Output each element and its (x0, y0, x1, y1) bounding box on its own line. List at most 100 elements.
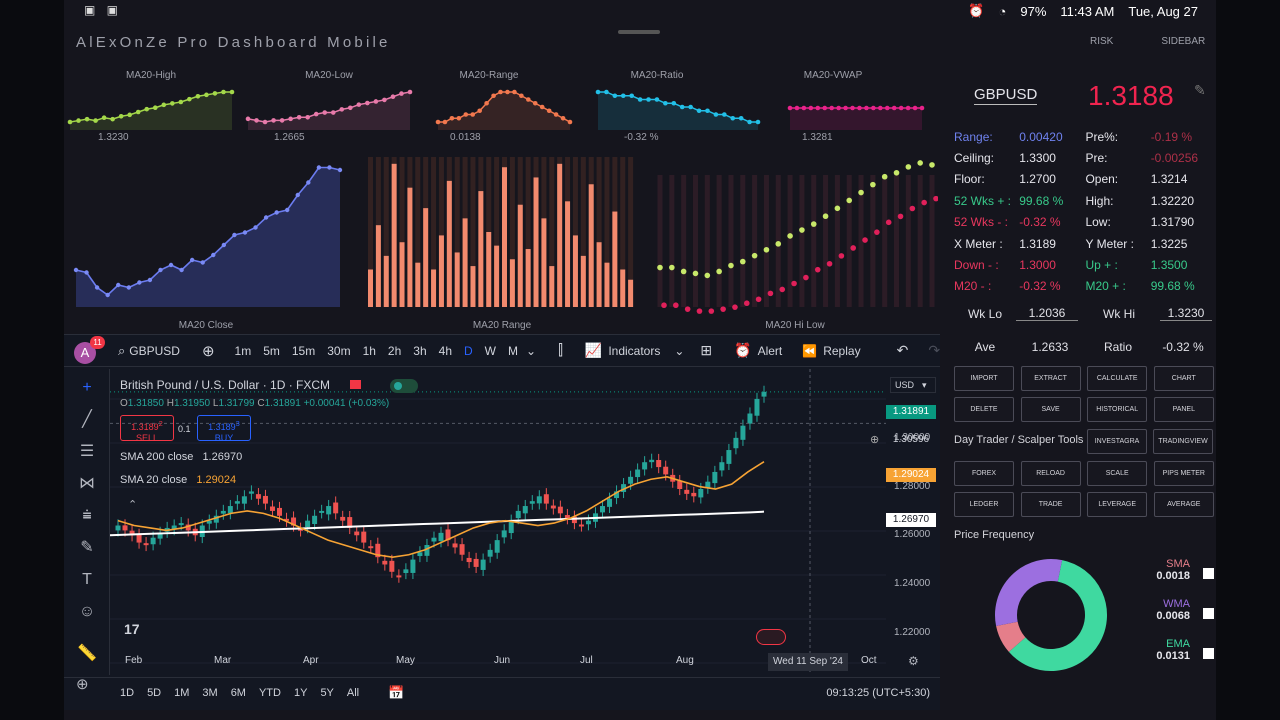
search-icon[interactable]: ⌕ (117, 342, 126, 358)
import-button[interactable]: IMPORT (954, 366, 1014, 391)
close-point (285, 207, 290, 213)
spark-point (919, 105, 925, 111)
range-5Y[interactable]: 5Y (320, 686, 334, 699)
trendline-icon[interactable]: ╱ (82, 411, 92, 428)
stat-row: X Meter : 1.3189 Y Meter : 1.3225 (954, 233, 1210, 254)
date-range-icon[interactable]: 📅 (388, 684, 405, 700)
pattern-icon[interactable]: ⋈ (79, 475, 95, 492)
avatar[interactable]: A 11 (74, 335, 108, 364)
collapse-legend-icon[interactable]: ⌃ (128, 499, 138, 511)
timeframe-1h[interactable]: 1h (362, 343, 376, 358)
timeframe-2h[interactable]: 2h (387, 343, 402, 358)
pips-meter-button[interactable]: PIPS METER (1153, 461, 1214, 486)
spark-point (399, 91, 404, 96)
donut-slice-wma[interactable] (995, 559, 1063, 627)
timeframe-30m[interactable]: 30m (327, 343, 351, 358)
zoom-in-icon[interactable]: ⊕ (76, 676, 89, 693)
crosshair-icon[interactable]: + (82, 379, 92, 396)
indicators-button[interactable]: Indicators (608, 343, 661, 358)
leverage-button[interactable]: LEVERAGE (1087, 492, 1148, 517)
calculate-button[interactable]: CALCULATE (1087, 366, 1148, 391)
timeframe-W[interactable]: W (484, 343, 496, 358)
emoji-icon[interactable]: ☺ (78, 603, 96, 620)
spark-value: 0.0138 (450, 132, 481, 143)
range-list: 1D 5D 1M 3M 6M YTD 1Y 5Y All (120, 687, 372, 699)
symbol-label[interactable]: GBPUSD (974, 86, 1038, 105)
timeframe-3h[interactable]: 3h (413, 343, 427, 358)
scale-button[interactable]: SCALE (1087, 461, 1148, 486)
forex-button[interactable]: FOREX (954, 461, 1014, 486)
panel-button[interactable]: PANEL (1153, 397, 1214, 422)
range-1D[interactable]: 1D (120, 686, 135, 699)
indicators-chevron-icon[interactable]: ⌄ (674, 343, 685, 358)
range-All[interactable]: All (346, 686, 360, 699)
delete-button[interactable]: DELETE (954, 397, 1014, 422)
donut-slice-sma[interactable] (996, 621, 1026, 652)
replay-button[interactable]: Replay (823, 343, 861, 358)
chart-button[interactable]: CHART (1153, 366, 1214, 391)
brush-icon[interactable]: ✎ (80, 539, 94, 556)
sell-button[interactable]: 1.31892 SELL (120, 415, 174, 443)
currency-select[interactable]: USD ▾ (890, 377, 936, 393)
fib-icon[interactable]: ⩧ (82, 507, 92, 524)
timeframe-M[interactable]: M (508, 343, 518, 358)
save-button[interactable]: SAVE (1020, 397, 1081, 422)
compare-add-icon[interactable]: ⊕ (201, 342, 215, 360)
candles-icon[interactable]: ⫿ (558, 342, 563, 359)
indicators-icon[interactable]: 📈 (584, 342, 603, 358)
events-badge[interactable] (756, 629, 786, 645)
text-tool-icon[interactable]: T (82, 571, 92, 588)
spark-point (110, 116, 115, 122)
wk-lo-value[interactable]: 1.2036 (1016, 306, 1078, 321)
layout-grid-icon[interactable]: ⊞ (700, 342, 713, 358)
tradingview-button[interactable]: TRADINGVIEW (1153, 429, 1213, 454)
range-1M[interactable]: 1M (174, 686, 190, 699)
hilow-bg-bar (740, 175, 746, 307)
range-5D[interactable]: 5D (147, 686, 162, 699)
close-point (253, 225, 258, 230)
timeframe-D[interactable]: D (464, 343, 473, 358)
lo-point (921, 199, 927, 206)
timeframe-5m[interactable]: 5m (263, 343, 280, 358)
range-YTD[interactable]: YTD (258, 686, 281, 699)
symbol-search[interactable]: GBPUSD (129, 343, 180, 358)
timeframe-4h[interactable]: 4h (438, 343, 452, 358)
spark-area (790, 108, 922, 130)
trade-button[interactable]: TRADE (1020, 492, 1081, 517)
freq-checkbox[interactable] (1203, 648, 1214, 659)
timeframe-15m[interactable]: 15m (291, 343, 316, 358)
horizontal-lines-icon[interactable]: ☰ (79, 443, 95, 460)
range-6M[interactable]: 6M (230, 686, 246, 699)
alert-clock-icon[interactable]: ⏰ (734, 342, 752, 358)
hilow-bg-bar (823, 175, 829, 307)
price-chart[interactable] (110, 369, 940, 675)
risk-link[interactable]: RISK (1090, 36, 1114, 47)
stat-l: X Meter : (954, 236, 1003, 251)
settings-gear-icon[interactable]: ⚙ (908, 654, 919, 668)
extract-button[interactable]: EXTRACT (1020, 366, 1081, 391)
buy-button[interactable]: 1.31893 BUY (197, 415, 251, 443)
undo-icon[interactable]: ↶ (896, 342, 909, 358)
ruler-icon[interactable]: 📏 (77, 645, 97, 662)
freq-checkbox[interactable] (1203, 568, 1214, 579)
reload-button[interactable]: RELOAD (1020, 461, 1081, 486)
investagra-button[interactable]: INVESTAGRA (1087, 429, 1147, 454)
average-button[interactable]: AVERAGE (1153, 492, 1214, 517)
ledger-button[interactable]: LEDGER (954, 492, 1014, 517)
timeframe-chevron-icon[interactable]: ⌄ (526, 343, 537, 358)
drag-handle[interactable] (618, 30, 660, 34)
range-3M[interactable]: 3M (202, 686, 218, 699)
wk-hi-value[interactable]: 1.3230 (1160, 306, 1212, 321)
donut-slice-ema[interactable] (1008, 560, 1107, 671)
crosshair-add-icon[interactable]: ⊕ (870, 434, 880, 446)
alert-button[interactable]: Alert (757, 343, 783, 358)
sidebar-link[interactable]: SIDEBAR (1161, 36, 1206, 47)
tradingview-logo[interactable]: 17 (124, 621, 140, 637)
replay-icon[interactable]: ⏪ (802, 343, 818, 358)
range-1Y[interactable]: 1Y (293, 686, 308, 699)
historical-button[interactable]: HISTORICAL (1087, 397, 1148, 422)
edit-icon[interactable]: ✎ (1194, 82, 1206, 98)
freq-checkbox[interactable] (1203, 608, 1214, 619)
timeframe-1m[interactable]: 1m (234, 343, 252, 358)
redo-icon[interactable]: ↷ (928, 342, 941, 358)
